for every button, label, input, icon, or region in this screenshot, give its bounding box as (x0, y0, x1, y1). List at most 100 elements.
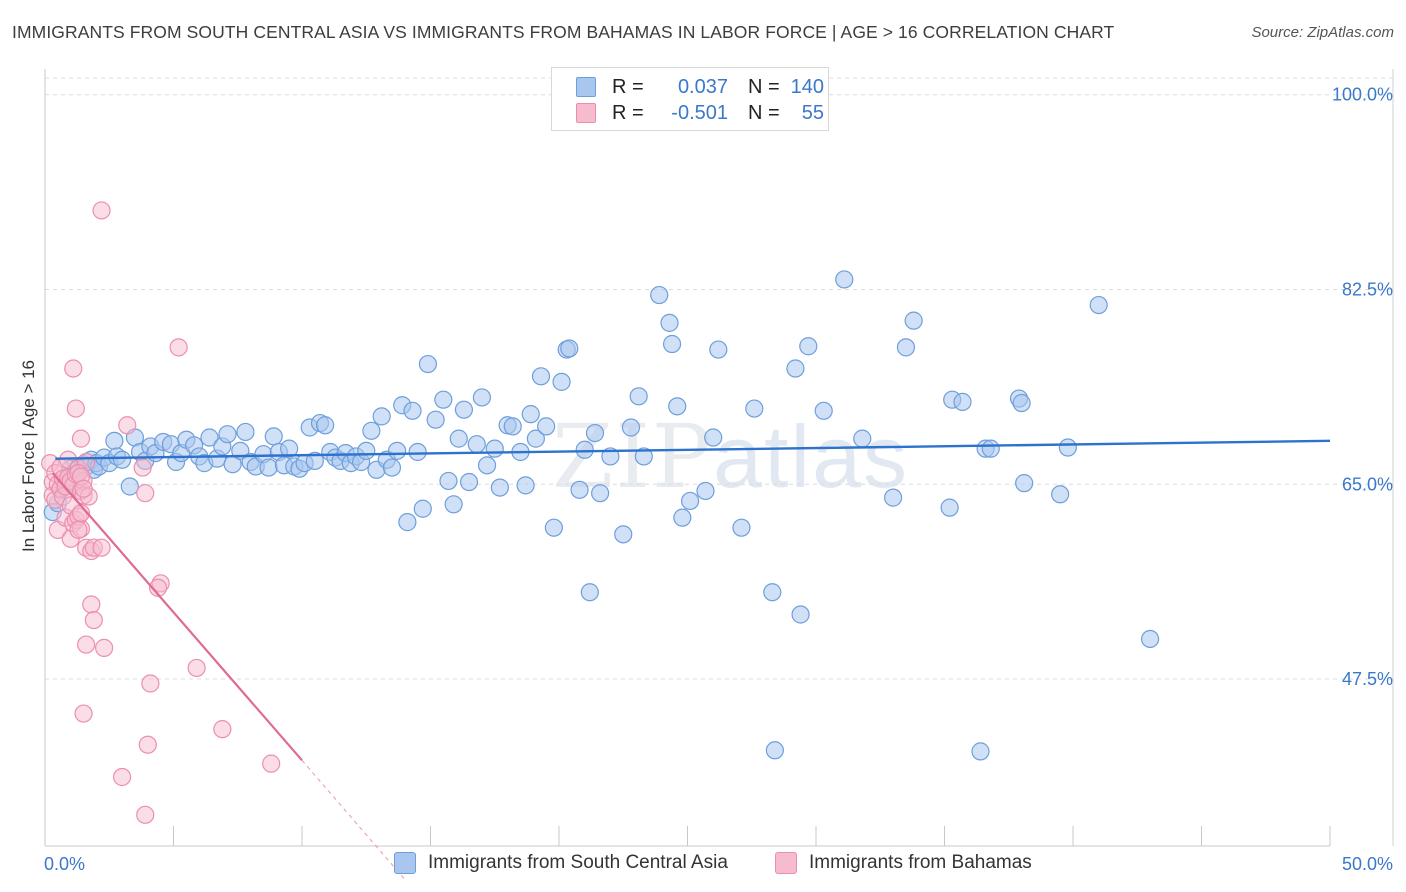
blue-point (940, 498, 959, 517)
blue-point (814, 401, 833, 420)
blue-point (120, 477, 139, 496)
blue-point (112, 450, 132, 469)
blue-point (696, 481, 715, 501)
blue-point (413, 499, 432, 518)
blue-point (382, 458, 402, 477)
blue-point (516, 476, 535, 495)
blue-point (971, 742, 990, 761)
blue-point (709, 340, 728, 359)
legend-r-label: R = (612, 101, 644, 124)
blue-point (305, 451, 324, 470)
series-legend: Immigrants from South Central Asia Immig… (0, 852, 1406, 878)
blue-point (1140, 629, 1160, 649)
blue-point (580, 583, 599, 602)
legend-row-bahamas: R = -0.501 N = 55 (576, 100, 824, 126)
blue-point (454, 400, 474, 419)
blue-point (449, 429, 468, 448)
blue-point (362, 421, 381, 440)
pink-point (77, 635, 96, 654)
series-legend-bahamas[interactable]: Immigrants from Bahamas (775, 852, 1032, 874)
pink-point (138, 735, 157, 754)
trend-line-bahamas (51, 472, 303, 762)
blue-point (660, 313, 679, 332)
y-tick-label: 100.0% (1332, 85, 1393, 105)
trend-line-south-central-asia (55, 439, 1331, 460)
blue-point (357, 441, 376, 460)
blue-point (467, 435, 486, 454)
pink-point (136, 805, 155, 824)
blue-point (418, 354, 438, 374)
blue-point (591, 484, 610, 503)
y-axis-title: In Labor Force | Age > 16 (19, 360, 38, 552)
legend-row-south-central-asia: R = 0.037 N = 140 (576, 74, 824, 100)
y-tick-label: 47.5% (1342, 669, 1393, 689)
series-legend-south-central-asia[interactable]: Immigrants from South Central Asia (394, 852, 728, 874)
blue-point (799, 337, 818, 356)
blue-point (614, 525, 633, 544)
series-swatch-pink (775, 852, 797, 874)
pink-point (74, 479, 93, 498)
blue-point (904, 311, 923, 330)
blue-point (439, 471, 458, 491)
blue-point (629, 387, 648, 406)
legend-n-label: N = (748, 75, 780, 98)
blue-point (459, 472, 479, 492)
pink-point (187, 658, 206, 678)
blue-point (477, 456, 497, 475)
grid-lines (45, 77, 1396, 680)
blue-point (218, 425, 237, 444)
pink-point (141, 674, 160, 693)
trend-lines (51, 439, 1331, 880)
pink-point (169, 338, 188, 357)
blue-point (786, 359, 805, 378)
axes (44, 69, 1394, 847)
pink-point (64, 359, 83, 378)
y-tick-label: 82.5% (1342, 279, 1393, 299)
pink-point (82, 595, 101, 614)
pink-point (136, 484, 155, 503)
blue-point (408, 442, 427, 462)
blue-point (526, 429, 545, 448)
blue-point (521, 405, 540, 424)
legend-swatch-blue (576, 77, 596, 97)
blue-point (426, 410, 445, 429)
chart-title: IMMIGRANTS FROM SOUTH CENTRAL ASIA VS IM… (12, 22, 1115, 42)
blue-point (1058, 438, 1077, 457)
blue-point (835, 270, 854, 289)
blue-point (1012, 393, 1031, 413)
blue-point (531, 367, 551, 386)
blue-point (105, 431, 124, 450)
pink-point (92, 201, 111, 220)
blue-point (387, 441, 407, 460)
blue-point (485, 439, 504, 458)
legend-n-label: N = (748, 101, 780, 124)
pink-point (92, 538, 111, 557)
blue-point (372, 407, 391, 426)
blue-point (732, 518, 751, 537)
blue-point (503, 417, 522, 436)
pink-point (95, 638, 114, 657)
correlation-legend: R = 0.037 N = 140 R = -0.501 N = 55 (551, 67, 829, 131)
blue-point (444, 495, 463, 514)
pink-point (112, 767, 132, 787)
blue-point (650, 285, 669, 305)
y-tick-label: 65.0% (1342, 474, 1393, 494)
legend-r-value: 0.037 (677, 75, 728, 98)
series-label-south-central-asia: Immigrants from South Central Asia (428, 852, 728, 873)
blue-point (662, 334, 682, 354)
series-swatch-blue (394, 852, 416, 874)
trend-line-bahamas-extrapolated (301, 759, 406, 880)
legend-r-label: R = (612, 75, 644, 98)
pink-point (74, 704, 93, 723)
blue-point (953, 392, 972, 411)
series-south-central-asia (43, 270, 1160, 761)
blue-point (434, 390, 453, 409)
blue-point (668, 397, 687, 416)
blue-point (570, 480, 589, 499)
blue-point (585, 423, 605, 443)
blue-point (745, 399, 764, 418)
x-tick-label-max: 50.0% (1342, 854, 1393, 874)
blue-point (544, 518, 563, 537)
blue-point (791, 605, 810, 624)
blue-point (704, 428, 723, 447)
